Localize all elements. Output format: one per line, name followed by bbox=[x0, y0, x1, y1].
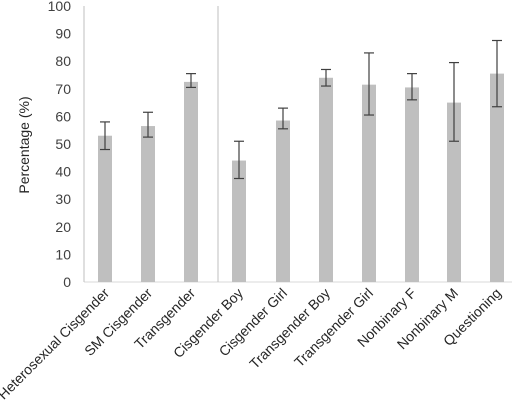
y-tick-label: 50 bbox=[55, 136, 71, 152]
y-tick-label: 70 bbox=[55, 81, 71, 97]
error-bar bbox=[492, 39, 502, 108]
y-tick-label: 30 bbox=[55, 191, 71, 207]
error-bar bbox=[407, 73, 417, 101]
bar bbox=[184, 81, 198, 283]
y-tick-label: 40 bbox=[55, 164, 71, 180]
y-axis: 0 10 20 30 40 50 60 70 80 90 100 bbox=[48, 0, 72, 290]
y-axis-title: Percentage (%) bbox=[16, 96, 32, 193]
error-bar bbox=[278, 107, 288, 130]
error-bar bbox=[100, 121, 110, 151]
bar bbox=[276, 120, 290, 282]
error-bar bbox=[449, 61, 459, 142]
error-bar bbox=[143, 111, 153, 138]
bar bbox=[232, 160, 246, 282]
y-tick-label: 90 bbox=[55, 26, 71, 42]
y-tick-label: 10 bbox=[55, 246, 71, 262]
y-tick-label: 80 bbox=[55, 53, 71, 69]
y-tick-label: 0 bbox=[63, 274, 71, 290]
y-tick-label: 60 bbox=[55, 108, 71, 124]
error-bar bbox=[364, 52, 374, 116]
bar bbox=[98, 135, 112, 282]
bar bbox=[141, 126, 155, 282]
bar bbox=[447, 102, 461, 282]
error-bar bbox=[234, 140, 244, 180]
plot-area bbox=[83, 6, 512, 283]
error-bar bbox=[186, 73, 196, 89]
bar bbox=[319, 77, 333, 282]
y-tick-label: 100 bbox=[48, 0, 72, 14]
bar bbox=[362, 84, 376, 282]
y-tick-label: 20 bbox=[55, 219, 71, 235]
x-category-label: Transgender Girl bbox=[291, 285, 376, 370]
error-bar bbox=[321, 68, 331, 87]
bar bbox=[490, 73, 504, 283]
bar bbox=[405, 87, 419, 282]
